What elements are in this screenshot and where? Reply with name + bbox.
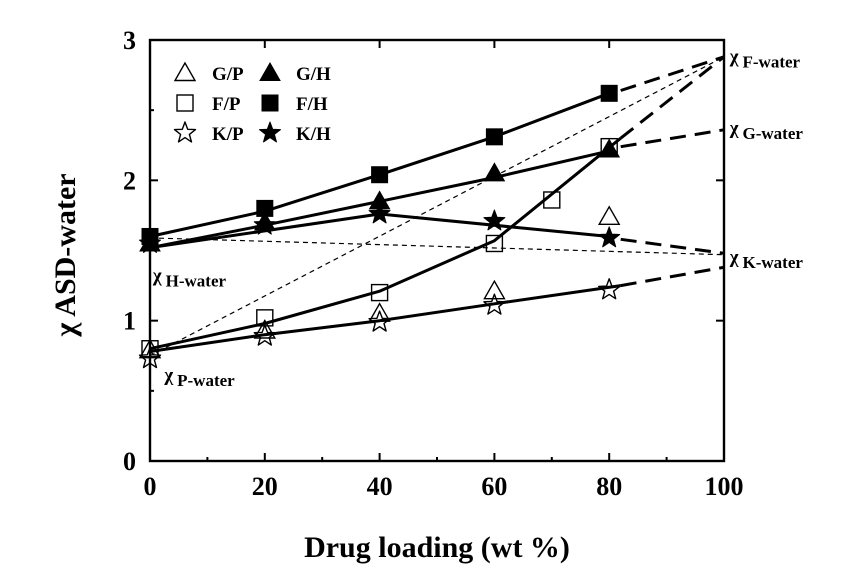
data-point: [600, 137, 618, 156]
fit-line: [149, 137, 622, 351]
extrapolation-line: [620, 128, 725, 149]
legend-marker: [173, 61, 197, 82]
legend-label: F/H: [296, 94, 328, 115]
x-tick-label: 40: [367, 472, 393, 501]
data-point: [598, 226, 621, 248]
data-point: [543, 191, 561, 209]
legend-entry: K/P: [173, 121, 244, 145]
y-axis-label: χ ASD-water: [49, 173, 82, 337]
series-k-p: [138, 278, 621, 369]
annotation-label: χ P-water: [163, 365, 235, 390]
legend-marker: [176, 94, 194, 112]
data-point: [598, 278, 621, 300]
data-point: [253, 213, 276, 235]
legend-entry: G/P: [173, 61, 244, 85]
annotation-label: χ H-water: [152, 265, 227, 290]
legend-marker: [173, 121, 197, 143]
data-point: [597, 205, 621, 226]
annotation-label: χ G-water: [729, 118, 804, 143]
extrapolation-line: [619, 55, 725, 140]
thin-dashed-lines: [149, 56, 725, 357]
legend-label: F/P: [212, 94, 241, 115]
y-axis-label-text: ASD-water: [49, 173, 82, 316]
data-point: [483, 162, 506, 182]
y-tick-label: 0: [123, 447, 136, 476]
x-axis-label: Drug loading (wt %): [304, 531, 570, 564]
legend-marker: [259, 121, 281, 143]
data-point: [600, 84, 618, 102]
data-point: [253, 324, 276, 346]
x-tick-label: 0: [144, 472, 157, 501]
x-tick-label: 20: [252, 472, 278, 501]
extrapolation-line: [620, 237, 725, 255]
legend-entry: K/H: [259, 121, 331, 145]
extrapolation-line: [620, 265, 725, 288]
y-tick-label: 3: [123, 26, 136, 55]
y-axis-label-symbol: χ: [49, 322, 82, 338]
extrapolation-line: [620, 55, 725, 92]
legend-marker: [259, 61, 281, 81]
data-point: [483, 279, 506, 300]
annotation-label: χ K-water: [729, 247, 804, 272]
data-point: [368, 202, 391, 224]
legend-label: G/P: [212, 64, 244, 85]
y-tick-label: 1: [123, 307, 136, 336]
legend-entry: F/P: [176, 94, 241, 115]
data-point: [253, 319, 277, 339]
x-tick-label: 80: [596, 472, 622, 501]
data-point: [598, 138, 621, 158]
legend-marker: [261, 94, 279, 112]
legend-entry: G/H: [259, 61, 331, 85]
legend-entry: F/H: [261, 94, 328, 115]
data-point: [485, 128, 503, 146]
data-point: [483, 209, 506, 231]
data-point: [483, 293, 506, 315]
legend-label: G/H: [296, 64, 331, 85]
data-point: [371, 166, 389, 184]
data-point: [368, 302, 391, 322]
x-tick-label: 60: [481, 472, 507, 501]
axes: 0 20 40 60 80 100 0 1 2 3: [123, 26, 744, 501]
data-point: [368, 310, 391, 332]
annotation-label: χ F-water: [729, 46, 801, 71]
annotations: χ F-water χ G-water χ K-water χ H-water χ P-water: [152, 46, 804, 390]
extrapolation-lines: [619, 55, 725, 288]
thin-dashed-line: [149, 237, 725, 256]
data-markers: [138, 84, 621, 369]
legend: G/P G/H F/P F/H K/P K/H: [173, 61, 331, 145]
legend-label: K/H: [296, 124, 331, 145]
svg-text:χASD-water: χ ASD-water: [49, 173, 82, 337]
data-point: [370, 283, 389, 302]
data-point: [485, 234, 504, 253]
y-tick-label: 2: [123, 166, 136, 195]
legend-label: K/P: [212, 124, 244, 145]
x-tick-label: 100: [705, 472, 744, 501]
